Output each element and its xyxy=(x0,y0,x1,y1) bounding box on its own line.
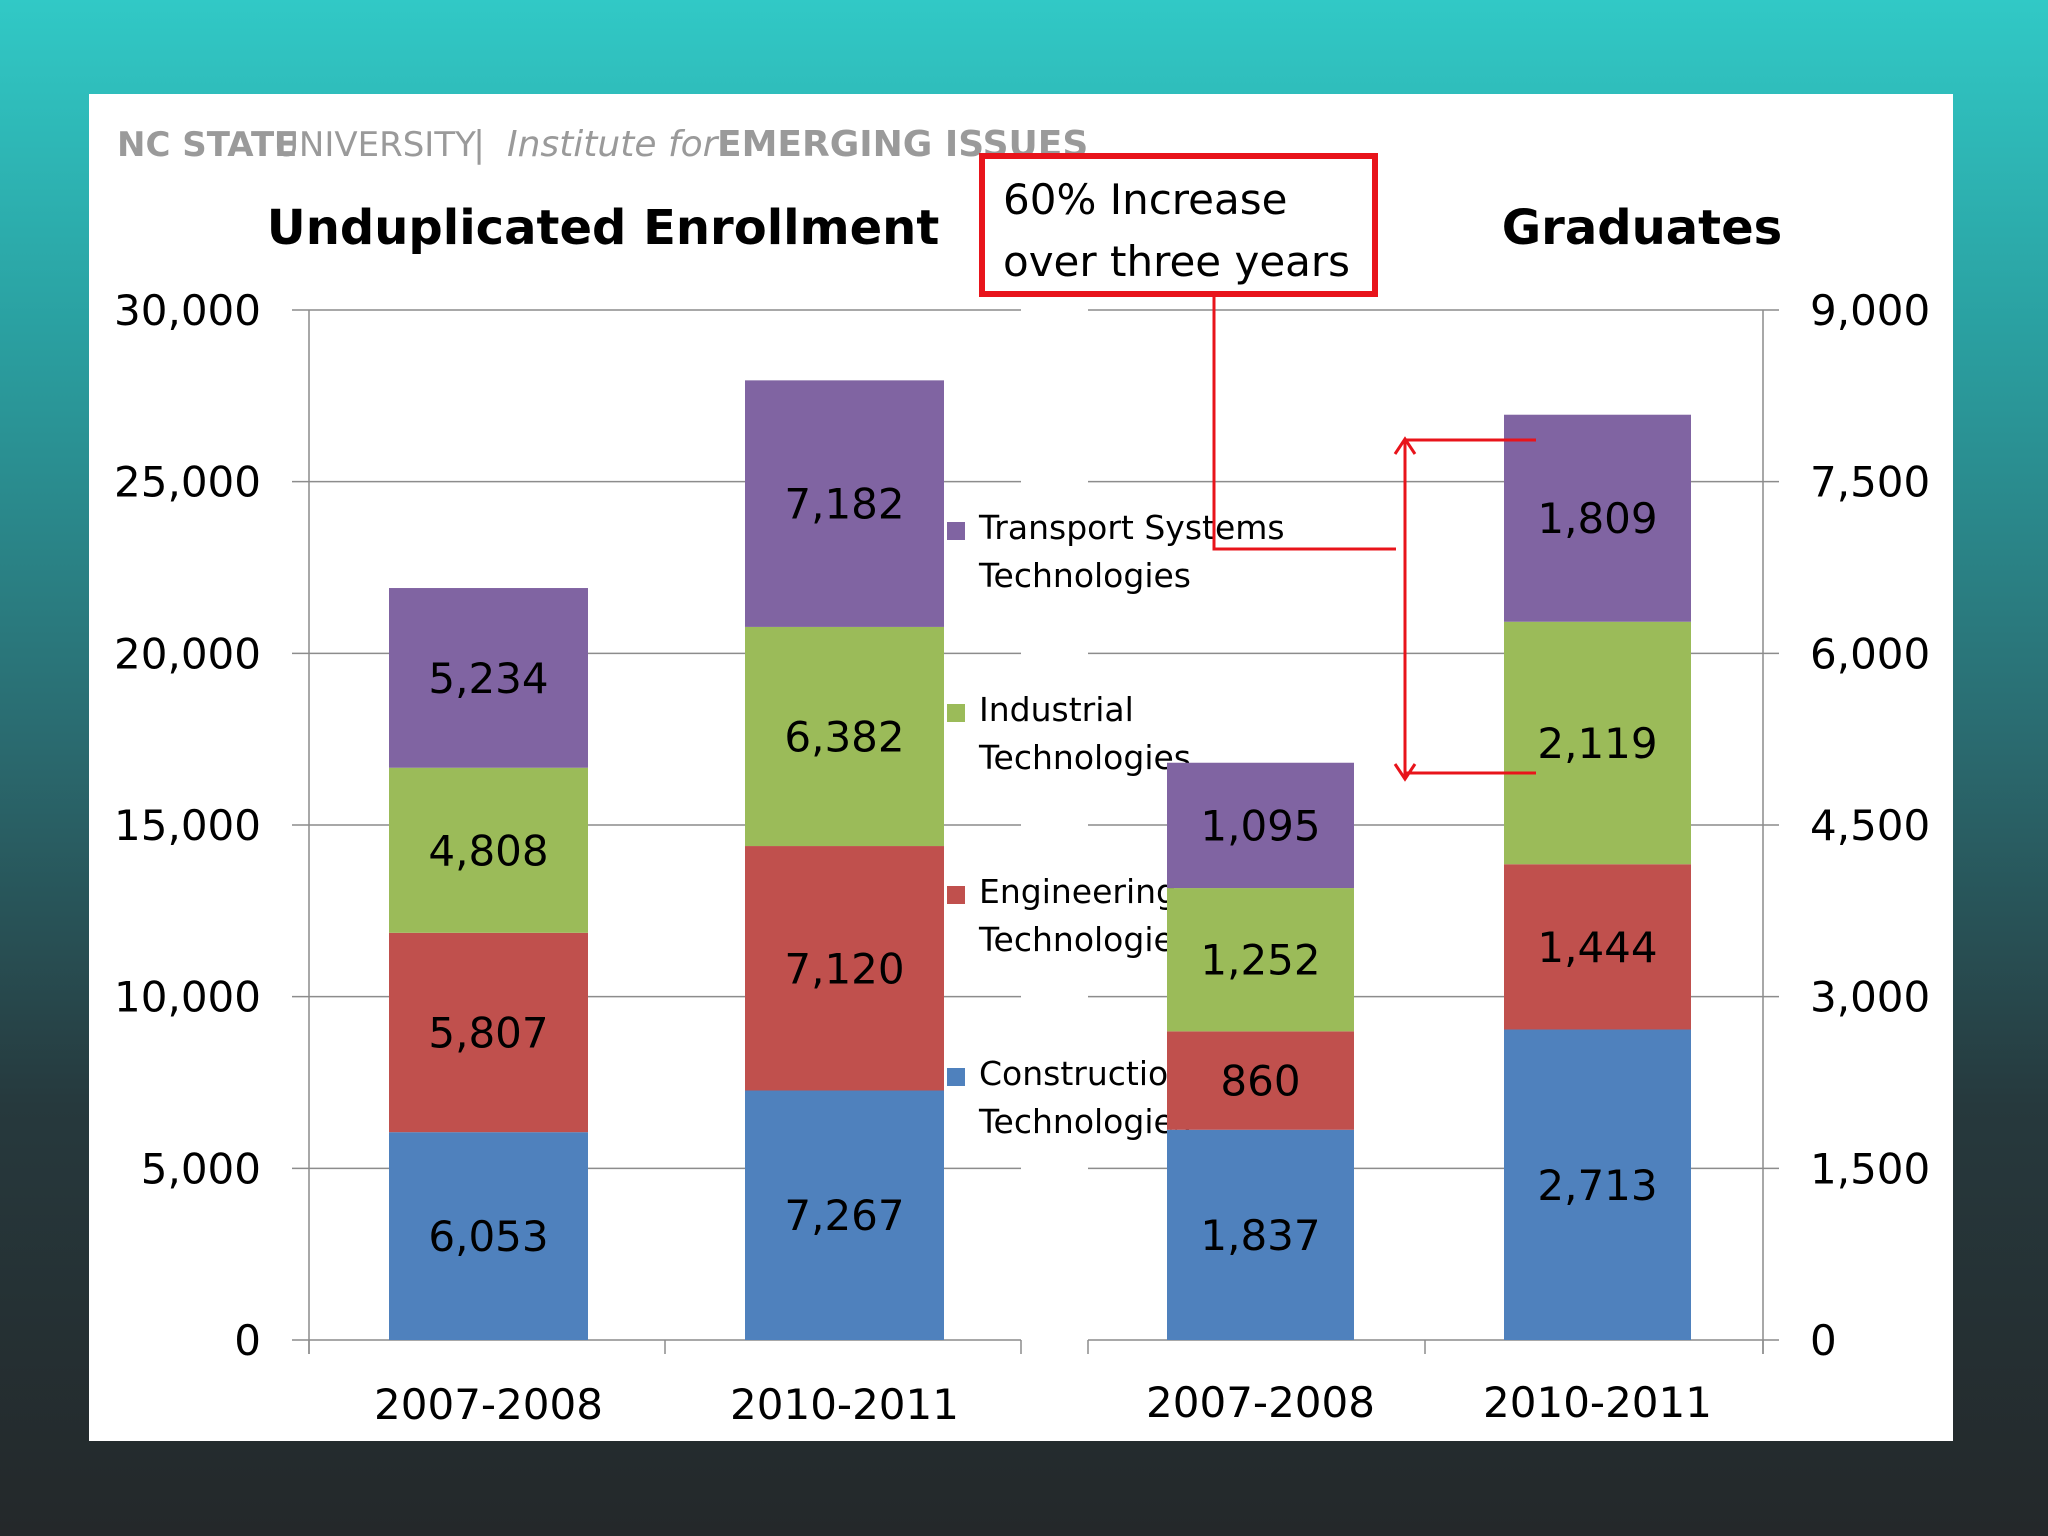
legend-label-industrial: Industrial xyxy=(979,690,1134,729)
enrollment-data-label: 7,120 xyxy=(784,944,904,993)
brand-primary: NC STATE xyxy=(117,125,297,165)
enrollment-bar-segment xyxy=(745,846,944,1091)
graduates-data-label: 1,444 xyxy=(1537,923,1657,972)
graduates-bar-segment xyxy=(1167,888,1354,1032)
brand-separator: | xyxy=(473,124,485,165)
enrollment-title: Unduplicated Enrollment xyxy=(267,200,940,256)
enrollment-data-label: 4,808 xyxy=(428,826,548,875)
graduates-title: Graduates xyxy=(1502,200,1782,256)
legend-label-engineering-line2: Technologies xyxy=(978,920,1191,959)
legend-swatch-construction xyxy=(947,1068,965,1086)
graduates-bar-segment xyxy=(1167,762,1354,889)
graduates-data-label: 2,713 xyxy=(1537,1161,1657,1210)
enrollment-data-label: 6,053 xyxy=(428,1212,548,1261)
legend-swatch-transport xyxy=(947,522,965,540)
data-labels: 6,053 5,807 4,808 5,234 7,267 7,120 6,382 7,182… xyxy=(428,480,1657,1261)
graduates-category-label: 2010-2011 xyxy=(1483,1378,1712,1427)
legend-swatch-industrial xyxy=(947,704,965,722)
legend-label-engineering: Engineering xyxy=(979,872,1177,911)
graduates-y-tick-label: 4,500 xyxy=(1810,801,1930,850)
graduates-bar-segment xyxy=(1504,621,1691,865)
enrollment-data-label: 5,234 xyxy=(428,654,548,703)
arrow-head-down-icon xyxy=(1393,763,1417,782)
enrollment-y-tick-label: 25,000 xyxy=(114,458,261,507)
graduates-y-tick-label: 1,500 xyxy=(1810,1144,1930,1193)
graduates-data-label: 2,119 xyxy=(1537,719,1657,768)
graduates-bar-segment xyxy=(1504,414,1691,622)
enrollment-bar-segment xyxy=(389,932,588,1133)
annotation-line1: 60% Increase xyxy=(1003,175,1287,224)
enrollment-bar-segment xyxy=(389,1132,588,1340)
enrollment-data-label: 6,382 xyxy=(784,712,904,761)
enrollment-bar-segment xyxy=(389,767,588,933)
annotation-line2: over three years xyxy=(1003,237,1350,286)
graduates-y-tick-label: 3,000 xyxy=(1810,973,1930,1022)
graduates-bar-segment xyxy=(1167,1031,1354,1130)
enrollment-bar-segment xyxy=(389,588,588,768)
graduates-category-label: 2007-2008 xyxy=(1146,1378,1375,1427)
graduates-data-label: 860 xyxy=(1220,1057,1300,1106)
increase-annotation: 60% Increase over three years xyxy=(979,153,1536,782)
annotation-leader-line xyxy=(1212,297,1396,551)
graduates-bar-segment xyxy=(1167,1129,1354,1340)
chart-canvas: NC STATE UNIVERSITY | Institute for EMER… xyxy=(114,124,1930,1429)
graduates-y-tick-label: 7,500 xyxy=(1810,458,1930,507)
graduates-data-label: 1,095 xyxy=(1200,801,1320,850)
enrollment-y-tick-label: 5,000 xyxy=(141,1144,261,1193)
legend-label-industrial-line2: Technologies xyxy=(978,738,1191,777)
graduates-bar-segment xyxy=(1504,864,1691,1030)
enrollment-bar-segment xyxy=(745,626,944,847)
graduates-data-label: 1,809 xyxy=(1537,494,1657,543)
enrollment-bar-segment xyxy=(745,380,944,627)
enrollment-category-label: 2007-2008 xyxy=(374,1380,603,1429)
graduates-bar-segment xyxy=(1504,1029,1691,1340)
annotation-box xyxy=(979,153,1378,297)
graduates-y-tick-label: 6,000 xyxy=(1810,629,1930,678)
legend-label-construction: Construction xyxy=(979,1054,1189,1093)
axes: 0 5,000 10,000 15,000 20,000 25,000 30,000 2007… xyxy=(114,286,1930,1429)
enrollment-y-tick-label: 15,000 xyxy=(114,801,261,850)
legend: Transport Systems Technologies Industrial T… xyxy=(947,508,1285,1141)
graduates-data-label: 1,252 xyxy=(1200,936,1320,985)
legend-swatch-engineering xyxy=(947,886,965,904)
enrollment-y-tick-label: 20,000 xyxy=(114,629,261,678)
graduates-data-label: 1,837 xyxy=(1200,1211,1320,1260)
header-branding: NC STATE UNIVERSITY | Institute for EMER… xyxy=(117,124,1088,165)
enrollment-data-label: 7,182 xyxy=(784,480,904,529)
enrollment-data-label: 5,807 xyxy=(428,1008,548,1057)
enrollment-y-tick-label: 0 xyxy=(234,1316,261,1365)
enrollment-bar-segment xyxy=(745,1090,944,1340)
enrollment-category-label: 2010-2011 xyxy=(730,1380,959,1429)
institute-prefix: Institute for xyxy=(507,124,720,165)
graduates-y-tick-label: 0 xyxy=(1810,1316,1837,1365)
enrollment-y-tick-label: 10,000 xyxy=(114,973,261,1022)
legend-label-transport-line2: Technologies xyxy=(978,556,1191,595)
slide: NC STATE UNIVERSITY | Institute for EMER… xyxy=(89,94,1953,1441)
enrollment-data-label: 7,267 xyxy=(784,1191,904,1240)
brand-secondary: UNIVERSITY xyxy=(274,125,476,165)
graduates-y-tick-label: 9,000 xyxy=(1810,286,1930,335)
enrollment-y-tick-label: 30,000 xyxy=(114,286,261,335)
legend-label-construction-line2: Technologies xyxy=(978,1102,1191,1141)
legend-label-transport: Transport Systems xyxy=(978,508,1285,547)
bars xyxy=(389,380,1691,1340)
